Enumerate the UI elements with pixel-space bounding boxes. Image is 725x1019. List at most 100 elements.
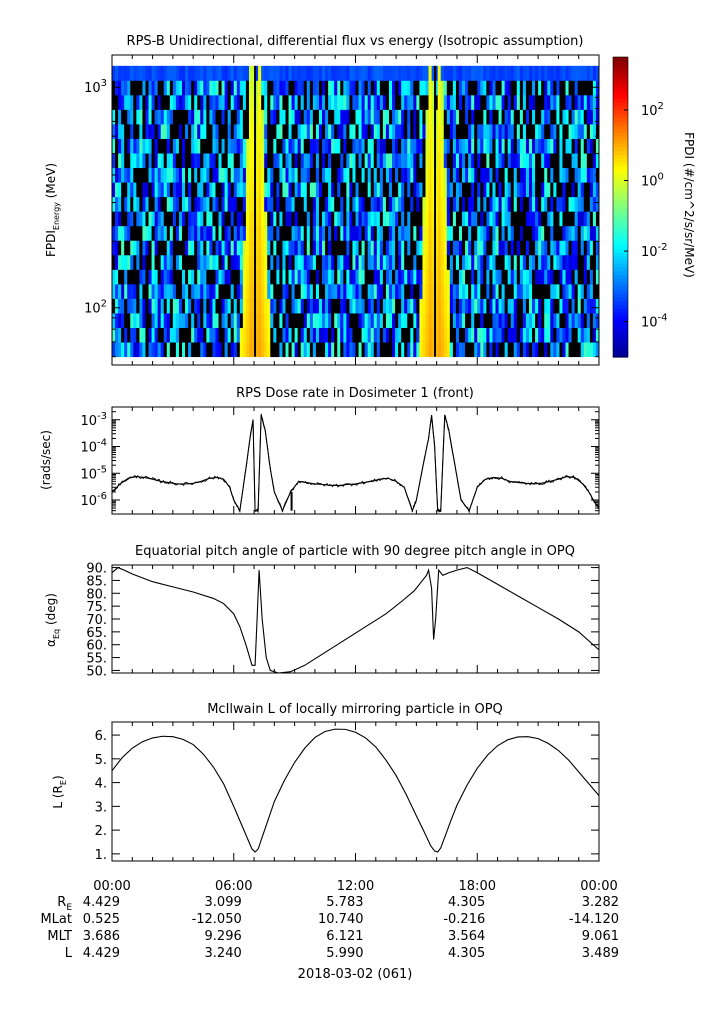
spectrogram-cell xyxy=(288,254,292,270)
spectrogram-cell xyxy=(553,124,557,139)
spectrogram-cell xyxy=(358,342,362,358)
spectrogram-cell xyxy=(565,65,569,81)
spectrogram-cell xyxy=(410,109,414,125)
colorbar-segment xyxy=(613,150,628,156)
spectrogram-cell xyxy=(562,182,566,198)
spectrogram-cell xyxy=(495,298,499,314)
spectrogram-cell xyxy=(239,327,244,343)
panel1-ylabel: FPDIEnergy (MeV) xyxy=(44,163,61,257)
spectrogram-cell xyxy=(577,153,582,169)
spectrogram-cell xyxy=(318,196,323,212)
spectrogram-cell xyxy=(580,313,585,328)
spectrogram-cell xyxy=(288,342,292,358)
spectrogram-cell xyxy=(255,283,259,299)
spectrogram-cell xyxy=(188,124,192,139)
spectrogram-cell xyxy=(340,298,344,314)
spectrogram-cell xyxy=(221,254,226,270)
spectrogram-cell xyxy=(468,196,472,212)
spectrogram-cell xyxy=(230,196,235,212)
spectrogram-cell xyxy=(285,225,289,241)
spectrogram-cell xyxy=(437,298,442,314)
spectrogram-cell xyxy=(477,109,481,125)
spectrogram-cell xyxy=(166,80,171,96)
colorbar-segment xyxy=(613,124,628,129)
spectrogram-cell xyxy=(166,153,171,169)
colorbar-segment xyxy=(613,222,628,227)
spectrogram-cell xyxy=(455,211,460,227)
spectrogram-cell xyxy=(221,109,226,125)
spectrogram-cell xyxy=(580,283,585,299)
spectrogram-cell xyxy=(358,313,362,328)
spectrogram-cell xyxy=(130,211,134,227)
spectrogram-cell xyxy=(139,342,143,358)
spectrogram-cell xyxy=(361,269,366,285)
spectrogram-cell xyxy=(206,153,210,169)
spectrogram-cell xyxy=(528,240,533,256)
spectrogram-cell xyxy=(440,225,445,241)
spectrogram-cell xyxy=(373,124,378,139)
spectrogram-cell xyxy=(215,342,219,358)
spectrogram-cell xyxy=(407,327,411,343)
spectrogram-cell xyxy=(571,182,576,198)
spectrogram-cell xyxy=(522,80,527,96)
spectrogram-cell xyxy=(577,109,582,125)
spectrogram-cell xyxy=(334,94,338,110)
spectrogram-cell xyxy=(185,124,189,139)
spectrogram-cell xyxy=(154,138,159,154)
spectrogram-cell xyxy=(154,196,159,212)
spectrogram-cell xyxy=(255,196,259,212)
spectrogram-cell xyxy=(252,240,256,256)
spectrogram-cell xyxy=(285,182,289,198)
spectrogram-cell xyxy=(151,94,156,110)
spectrogram-cell xyxy=(550,182,554,198)
spectrogram-cell xyxy=(541,94,545,110)
spectrogram-cell xyxy=(501,225,506,241)
spectrogram-cell xyxy=(550,240,554,256)
spectrogram-cell xyxy=(185,196,189,212)
spectrogram-cell xyxy=(364,94,369,110)
ephemeris-value: 3.240 xyxy=(205,946,242,961)
spectrogram-cell xyxy=(142,269,146,285)
spectrogram-cell xyxy=(151,153,156,169)
spectrogram-cell xyxy=(288,327,292,343)
spectrogram-cell xyxy=(404,342,408,358)
spectrogram-cell xyxy=(452,327,457,343)
spectrogram-cell xyxy=(200,254,204,270)
spectrogram-cell xyxy=(525,153,530,169)
spectrogram-cell xyxy=(328,153,332,169)
spectrogram-cell xyxy=(236,94,241,110)
spectrogram-cell xyxy=(215,283,219,299)
spectrogram-cell xyxy=(285,94,289,110)
spectrogram-cell xyxy=(349,80,353,96)
spectrogram-cell xyxy=(172,298,177,314)
spectrogram-cell xyxy=(458,211,463,227)
spectrogram-cell xyxy=(589,269,594,285)
spectrogram-cell xyxy=(510,240,515,256)
spectrogram-cell xyxy=(334,182,338,198)
spectrogram-cell xyxy=(148,124,152,139)
spectrogram-cell xyxy=(133,138,137,154)
spectrogram-cell xyxy=(516,80,521,96)
spectrogram-cell xyxy=(462,124,466,139)
spectrogram-cell xyxy=(239,196,244,212)
spectrogram-cell xyxy=(589,94,594,110)
spectrogram-cell xyxy=(212,138,216,154)
spectrogram-cell xyxy=(428,80,432,96)
spectrogram-cell xyxy=(486,182,490,198)
spectrogram-cell xyxy=(175,313,180,328)
spectrogram-cell xyxy=(437,109,442,125)
spectrogram-cell xyxy=(398,269,402,285)
spectrogram-cell xyxy=(413,167,417,183)
spectrogram-cell xyxy=(252,80,256,96)
spectrogram-cell xyxy=(510,298,515,314)
spectrogram-cell xyxy=(559,138,563,154)
spectrogram-cell xyxy=(349,167,353,183)
spectrogram-cell xyxy=(270,269,274,285)
spectrogram-cell xyxy=(516,327,521,343)
spectrogram-cell xyxy=(178,196,183,212)
spectrogram-cell xyxy=(425,211,429,227)
spectrogram-cell xyxy=(197,138,201,154)
spectrogram-cell xyxy=(182,124,186,139)
spectrogram-cell xyxy=(352,109,356,125)
spectrogram-cell xyxy=(410,342,414,358)
